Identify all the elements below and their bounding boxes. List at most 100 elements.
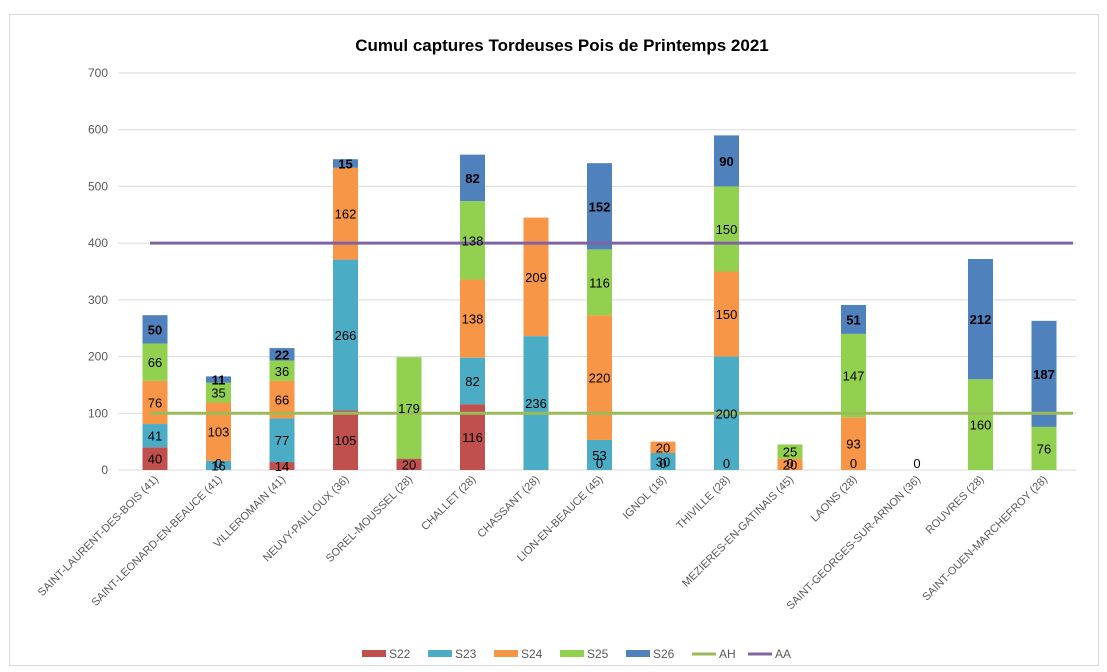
bar-segment-s22 xyxy=(142,447,168,470)
y-tick-label: 700 xyxy=(88,66,108,80)
bar-segment-s25 xyxy=(968,379,993,470)
bar-segment-s24 xyxy=(841,417,866,470)
bar-segment-s22 xyxy=(396,458,422,470)
legend-label-ah: AH xyxy=(719,647,736,661)
legend: S22 S23 S24 S25 S26 AH AA xyxy=(362,647,791,661)
data-label: 150 xyxy=(716,222,738,237)
bar-segment-s23 xyxy=(523,336,549,470)
bar-segment-s26 xyxy=(142,315,168,344)
x-category-label: SAINT-GEORGES-SUR-ARNON (36) xyxy=(785,474,924,613)
data-label: 53 xyxy=(592,448,606,463)
data-label: 90 xyxy=(719,154,733,169)
data-label: 93 xyxy=(846,437,860,452)
data-label: 40 xyxy=(148,452,162,467)
bar-segment-s23 xyxy=(587,439,612,470)
y-tick-label: 300 xyxy=(88,293,108,307)
data-label: 77 xyxy=(275,433,289,448)
data-label: 200 xyxy=(716,406,738,421)
data-label: 0 xyxy=(215,456,222,471)
legend-label-s23: S23 xyxy=(455,647,477,661)
bar-segment-s26 xyxy=(206,376,231,383)
chart: Cumul captures Tordeuses Pois de Printem… xyxy=(36,36,1076,661)
bar-segment-s25 xyxy=(269,360,295,381)
data-label: 36 xyxy=(275,364,289,379)
data-label: 116 xyxy=(462,430,483,445)
bar-segment-s25 xyxy=(841,333,866,418)
x-category-label: CHALLET (28) xyxy=(419,474,478,533)
x-category-label: ROUVRES (28) xyxy=(924,474,987,537)
data-label: 22 xyxy=(275,347,289,362)
bar-segment-s23 xyxy=(460,357,485,405)
x-category-label: SAINT-LEONARD-EN-BEAUCE (41) xyxy=(89,474,224,609)
data-label: 0 xyxy=(786,456,793,471)
data-label: 41 xyxy=(148,429,162,444)
data-label: 236 xyxy=(525,396,547,411)
data-label: 15 xyxy=(338,156,352,171)
legend-label-s22: S22 xyxy=(389,647,411,661)
data-label: 147 xyxy=(843,369,865,384)
data-label: 212 xyxy=(970,312,992,327)
legend-swatch-s25 xyxy=(560,650,584,657)
data-label: 11 xyxy=(212,373,226,388)
bar-segment-s26 xyxy=(841,304,866,334)
data-label: 0 xyxy=(850,456,857,471)
data-label: 187 xyxy=(1033,367,1055,382)
data-label: 209 xyxy=(525,270,547,285)
chart-title: Cumul captures Tordeuses Pois de Printem… xyxy=(355,36,769,55)
data-label: 16 xyxy=(211,458,225,473)
x-category-label: MEZIERES-EN-GATINAIS (45) xyxy=(680,474,796,590)
data-label: 150 xyxy=(716,307,738,322)
bar-segment-s23 xyxy=(269,418,295,463)
data-label: 220 xyxy=(589,371,611,386)
data-label: 82 xyxy=(465,374,479,389)
y-tick-label: 500 xyxy=(88,179,108,193)
data-label: 0 xyxy=(913,456,920,471)
bar-segment-s23 xyxy=(142,424,168,448)
bar-segment-s24 xyxy=(142,380,168,425)
bar-segment-s25 xyxy=(714,186,739,272)
bar-segment-s24 xyxy=(587,315,612,440)
data-label: 14 xyxy=(275,459,289,474)
x-category-label: CHASSANT (28) xyxy=(475,474,542,541)
bar-segment-s26 xyxy=(1031,320,1057,427)
y-axis-ticks: 0 100 200 300 400 500 600 700 xyxy=(88,66,108,477)
reference-lines xyxy=(150,241,1073,415)
data-label: 30 xyxy=(656,454,670,469)
y-tick-label: 600 xyxy=(88,123,108,137)
bar-segment-s24 xyxy=(523,217,549,337)
data-label: 66 xyxy=(148,355,162,370)
bar-segment-s22 xyxy=(333,410,358,470)
data-label: 116 xyxy=(589,275,610,290)
data-label: 25 xyxy=(783,445,797,460)
x-axis-categories: SAINT-LAURENT-DES-BOIS (41)SAINT-LEONARD… xyxy=(36,474,1050,613)
data-label: 51 xyxy=(846,312,860,327)
bar-segment-s26 xyxy=(714,135,739,187)
data-label: 162 xyxy=(335,207,357,222)
data-label: 66 xyxy=(275,393,289,408)
bar-segment-s26 xyxy=(460,154,485,202)
bars xyxy=(142,135,1057,470)
data-label: 179 xyxy=(398,401,420,416)
legend-label-s25: S25 xyxy=(587,647,609,661)
y-tick-label: 200 xyxy=(88,350,108,364)
bar-segment-s22 xyxy=(269,462,295,470)
data-label: 0 xyxy=(723,456,730,471)
data-labels: 4041766650016103351114776636221052661621… xyxy=(148,154,1055,474)
legend-swatch-s23 xyxy=(428,650,452,657)
legend-label-s26: S26 xyxy=(653,647,675,661)
data-label: 20 xyxy=(656,440,670,455)
bar-segment-s23 xyxy=(206,460,231,470)
x-category-label: LAONS (28) xyxy=(809,474,860,525)
bar-segment-s25 xyxy=(142,343,168,381)
legend-swatch-s24 xyxy=(494,650,518,657)
bar-segment-s26 xyxy=(333,159,358,168)
y-tick-label: 100 xyxy=(88,406,108,420)
x-category-label: THIVILLE (28) xyxy=(674,474,732,532)
data-label: 266 xyxy=(335,328,357,343)
data-label: 138 xyxy=(462,312,484,327)
data-label: 103 xyxy=(208,425,230,440)
data-label: 20 xyxy=(783,457,797,472)
data-label: 35 xyxy=(211,386,225,401)
data-label: 76 xyxy=(148,396,162,411)
data-label: 160 xyxy=(970,418,992,433)
